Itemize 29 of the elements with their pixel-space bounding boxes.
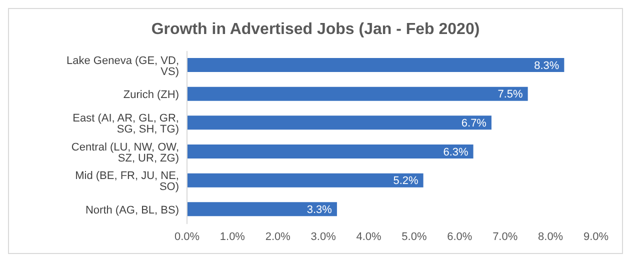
y-tick-label: Mid (BE, FR, JU, NE, SO)	[75, 170, 179, 194]
y-tick-label: East (AI, AR, GL, GR, SG, SH, TG)	[72, 112, 179, 136]
data-label: 8.3%	[534, 60, 560, 72]
x-tick-label: 6.0%	[447, 230, 472, 243]
data-label: 6.7%	[461, 118, 487, 130]
bar	[187, 144, 474, 158]
bar	[187, 202, 337, 216]
x-tick-label: 9.0%	[583, 230, 609, 243]
x-tick-label: 7.0%	[492, 230, 518, 243]
data-label: 7.5%	[498, 88, 524, 101]
x-tick-label: 4.0%	[356, 230, 382, 243]
y-tick-label: Central (LU, NW, OW, SZ, UR, ZG)	[71, 141, 179, 164]
bar	[187, 116, 492, 130]
y-tick-label: North (AG, BL, BS)	[85, 204, 179, 216]
chart-title: Growth in Advertised Jobs (Jan - Feb 2020)	[150, 21, 481, 40]
bar	[187, 58, 564, 72]
data-label: 3.3%	[306, 204, 332, 216]
y-tick-label: Lake Geneva (GE, VD, VS)	[66, 54, 179, 78]
x-tick-label: 0.0%	[174, 230, 200, 243]
x-tick-label: 8.0%	[538, 230, 564, 243]
data-label: 6.3%	[443, 146, 469, 158]
data-label: 5.2%	[393, 175, 419, 188]
x-tick-label: 3.0%	[310, 230, 336, 243]
bar	[187, 86, 528, 101]
bar	[187, 173, 424, 188]
x-tick-label: 5.0%	[402, 230, 427, 243]
x-tick-label: 2.0%	[265, 230, 291, 243]
x-tick-label: 1.0%	[220, 230, 246, 243]
y-tick-label: Zurich (ZH)	[123, 89, 179, 102]
